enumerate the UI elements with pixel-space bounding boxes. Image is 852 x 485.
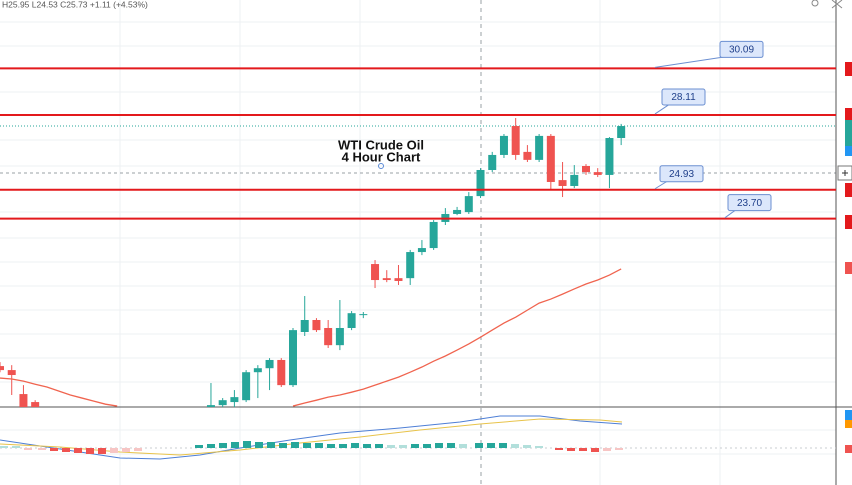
candle-body xyxy=(523,151,532,160)
candle-body xyxy=(347,313,356,328)
candle-body xyxy=(335,327,344,346)
candle-body xyxy=(277,359,286,386)
candle-body xyxy=(289,330,297,386)
candle-body xyxy=(19,394,28,407)
candle-body xyxy=(230,397,239,403)
candle-body xyxy=(7,370,16,376)
candle-body xyxy=(359,314,368,316)
candle-body xyxy=(253,368,262,373)
candle-body xyxy=(558,180,567,186)
candle-body xyxy=(605,138,614,175)
level-label-box xyxy=(719,40,764,58)
candle-body xyxy=(406,252,415,279)
candle-body xyxy=(394,278,403,281)
level-label: 28.11 xyxy=(671,92,696,103)
price-axis-tags xyxy=(837,62,852,453)
chart-subtitle: 4 Hour Chart xyxy=(342,149,421,164)
level-label: 24.93 xyxy=(669,169,694,180)
candle-body xyxy=(617,126,626,139)
candle-body xyxy=(429,221,438,249)
candle-body xyxy=(464,196,473,213)
window-buttons xyxy=(811,0,843,9)
candle-body xyxy=(242,372,251,401)
candle-body xyxy=(511,126,520,155)
level-label-box xyxy=(727,194,772,212)
candle-body xyxy=(535,135,544,160)
candle-body xyxy=(31,402,40,407)
callout-pointer xyxy=(654,103,671,115)
candle-body xyxy=(382,278,391,281)
candle-body xyxy=(206,405,215,407)
price-pane xyxy=(0,118,836,407)
levels xyxy=(0,67,836,220)
candle-body xyxy=(0,366,4,371)
candle-body xyxy=(476,169,485,197)
candle-body xyxy=(546,135,555,182)
level-label-box xyxy=(659,165,704,183)
chart-title: WTI Crude Oil xyxy=(338,137,424,152)
level-label: 30.09 xyxy=(729,45,754,56)
candle-body xyxy=(453,209,462,214)
candle-body xyxy=(582,165,590,173)
candle-body xyxy=(570,174,579,186)
candle-body xyxy=(265,359,274,369)
candle-body xyxy=(218,400,227,406)
candle-body xyxy=(593,172,602,175)
moving-average xyxy=(0,268,622,407)
candle-body xyxy=(488,154,497,170)
candle-body xyxy=(312,320,321,331)
level-label-box xyxy=(661,88,706,106)
crosshair-dot xyxy=(378,163,384,169)
level-label: 23.70 xyxy=(737,198,762,209)
callout-pointer xyxy=(654,55,729,68)
macd-pane xyxy=(0,415,836,460)
candle-body xyxy=(499,135,508,155)
candle-body xyxy=(417,248,426,253)
candle-body xyxy=(300,320,309,332)
candle-body xyxy=(371,264,380,281)
candle-body xyxy=(324,327,333,346)
ohlc-header: H25.95 L24.53 C25.73 +1.11 (+4.53%) xyxy=(2,0,148,9)
